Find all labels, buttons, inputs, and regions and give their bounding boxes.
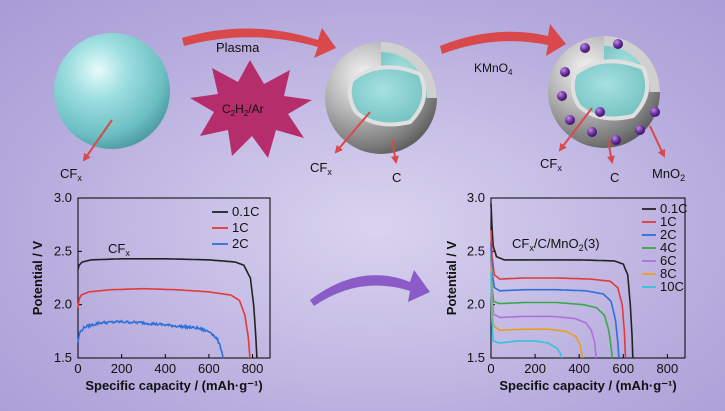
- sphere3-mno2-pointer: [649, 125, 666, 158]
- sphere3-c-pointer: [606, 139, 615, 164]
- sphere2-cfx-label: CFx: [310, 160, 332, 177]
- sphere3-c-label: C: [610, 170, 619, 185]
- x-tick-label: 600: [198, 361, 220, 376]
- legend-label: 6C: [660, 253, 677, 268]
- legend-label: 0.1C: [660, 201, 687, 216]
- legend-label: 1C: [660, 214, 677, 229]
- cfx-core-label: CFx: [60, 166, 82, 183]
- y-tick-label: 1.5: [467, 350, 485, 365]
- y-tick-label: 2.5: [54, 243, 72, 258]
- sphere2-cfx-pointer: [334, 111, 371, 154]
- y-tick-label: 3.0: [54, 190, 72, 205]
- sample-label: CFx: [108, 241, 130, 258]
- x-tick-label: 0: [74, 361, 81, 376]
- x-tick-label: 800: [242, 361, 264, 376]
- plasma-starburst: [190, 60, 312, 158]
- sample-label: CFx/C/MnO2(3): [512, 236, 600, 253]
- series-line-0.1C: [490, 203, 634, 359]
- y-tick-label: 2.0: [467, 297, 485, 312]
- sphere2-c-pointer: [390, 139, 399, 164]
- series-line-8C: [490, 267, 584, 359]
- compare-arrow: [310, 270, 430, 306]
- x-tick-label: 200: [111, 361, 133, 376]
- kmno4-arrow: [440, 24, 566, 56]
- legend-label: 2C: [232, 236, 249, 251]
- series-line-2C: [490, 245, 620, 359]
- legend-label: 8C: [660, 266, 677, 281]
- x-tick-label: 400: [154, 361, 176, 376]
- series-line-10C: [490, 272, 563, 359]
- legend-label: 0.1C: [232, 204, 259, 219]
- x-tick-label: 0: [487, 361, 494, 376]
- x-axis-title: Specific capacity / (mAh·g⁻¹): [85, 378, 262, 393]
- series-line-1C: [77, 287, 251, 359]
- chart-cfx: 1.5 2.0 2.5 3.0 0 200 400 600 800 Specific capaci…: [30, 190, 271, 393]
- legend-label: 2C: [660, 227, 677, 242]
- sphere3-mno2-label: MnO2: [652, 166, 685, 183]
- x-axis-title: Specific capacity / (mAh·g⁻¹): [499, 378, 676, 393]
- cfx-pointer-arrow: [82, 119, 113, 162]
- chart-cfx-c-mno2: 1.5 2.0 2.5 3.0 0 200 400 600 800 Specific capaci…: [444, 190, 687, 393]
- y-tick-label: 2.5: [467, 243, 485, 258]
- sphere3-cfx-pointer: [558, 107, 593, 152]
- plasma-label: Plasma: [216, 40, 260, 55]
- cfx-c-core-shell-sphere: [325, 42, 437, 154]
- series-line-4C: [490, 256, 614, 359]
- series-line-6C: [490, 261, 597, 359]
- y-axis-title: Potential / V: [444, 240, 459, 315]
- series-line-2C: [77, 319, 224, 359]
- plasma-arrow: [182, 28, 336, 58]
- cfx-c-mno2-sphere: [548, 36, 660, 148]
- y-tick-label: 1.5: [54, 350, 72, 365]
- series-line-1C: [490, 229, 627, 359]
- gas-label: C2H2/Ar: [222, 102, 264, 118]
- cfx-core-sphere: [54, 33, 170, 149]
- x-tick-label: 200: [524, 361, 546, 376]
- mno2-particles: [557, 39, 660, 145]
- x-tick-label: 800: [657, 361, 679, 376]
- x-tick-label: 600: [612, 361, 634, 376]
- y-tick-label: 2.0: [54, 297, 72, 312]
- legend-label: 1C: [232, 220, 249, 235]
- y-tick-label: 3.0: [467, 190, 485, 205]
- series-line-0.1C: [77, 258, 258, 359]
- x-tick-label: 400: [568, 361, 590, 376]
- legend-label: 10C: [660, 279, 684, 294]
- y-axis-title: Potential / V: [30, 240, 45, 315]
- legend-label: 4C: [660, 240, 677, 255]
- sphere3-cfx-label: CFx: [540, 156, 562, 173]
- sphere2-c-label: C: [392, 170, 401, 185]
- plot-frame: [77, 197, 271, 359]
- kmno4-label: KMnO4: [474, 61, 513, 77]
